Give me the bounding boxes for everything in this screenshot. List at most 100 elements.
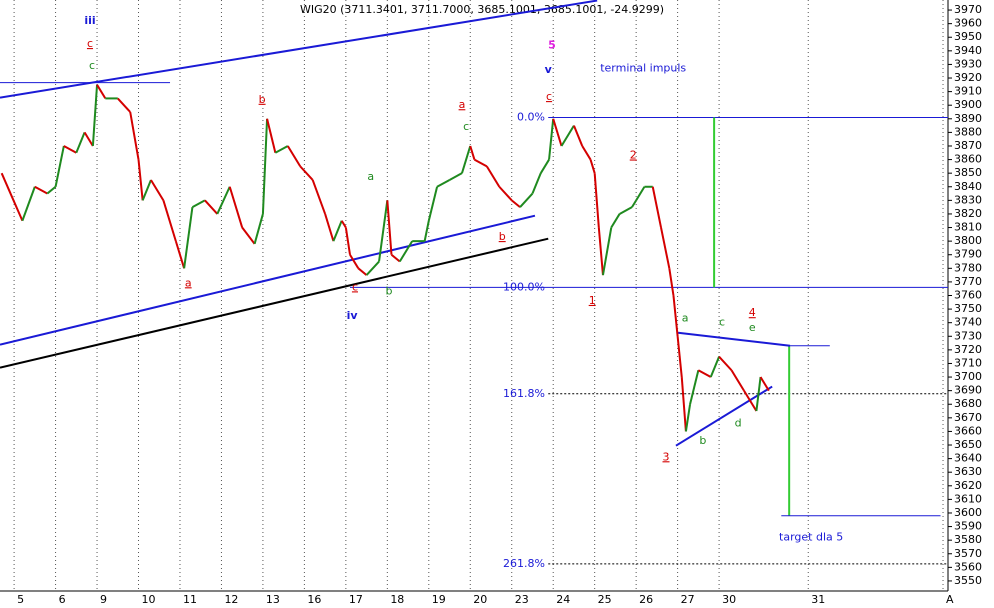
x-tick-label: 6 — [59, 593, 66, 606]
price-segment — [150, 179, 165, 201]
y-tick-label: 3750 — [954, 302, 982, 315]
price-segment — [75, 132, 86, 154]
annotation: a — [367, 170, 374, 183]
y-tick-label: 3910 — [954, 85, 982, 98]
y-tick-label: 3760 — [954, 289, 982, 302]
price-segment — [162, 200, 177, 242]
x-tick-label: 13 — [266, 593, 280, 606]
price-segment — [216, 186, 231, 215]
price-segment — [449, 172, 463, 181]
annotation: iv — [347, 309, 359, 322]
price-segment — [689, 370, 700, 405]
price-segment — [141, 179, 152, 201]
x-tick-label: 27 — [681, 593, 695, 606]
trend-line — [675, 385, 773, 447]
y-tick-label: 3950 — [954, 30, 982, 43]
y-tick-label: 3570 — [954, 547, 982, 560]
price-segment — [743, 390, 758, 412]
annotation: c — [463, 120, 469, 133]
price-segment — [54, 145, 65, 187]
price-segment — [332, 220, 343, 242]
y-tick-label: 3860 — [954, 153, 982, 166]
y-tick-label: 3930 — [954, 57, 982, 70]
price-segment — [531, 172, 542, 194]
y-tick-label: 3700 — [954, 370, 982, 383]
x-tick-label: 26 — [639, 593, 653, 606]
trend-line — [0, 0, 598, 99]
trend-line — [677, 331, 791, 347]
price-segment — [676, 336, 683, 378]
y-tick-label: 3890 — [954, 112, 982, 125]
price-segment — [357, 267, 368, 276]
trend-line — [0, 214, 536, 346]
chart-title: WIG20 (3711.3401, 3711.7000, 3685.1001, … — [300, 3, 664, 16]
y-tick-label: 3800 — [954, 234, 982, 247]
y-tick-label: 3790 — [954, 248, 982, 261]
x-tick-label: 9 — [100, 593, 107, 606]
y-tick-label: 3600 — [954, 506, 982, 519]
y-tick-label: 3880 — [954, 125, 982, 138]
y-tick-label: 3640 — [954, 452, 982, 465]
price-segment — [680, 376, 687, 432]
y-tick-label: 3830 — [954, 193, 982, 206]
x-tick-label: 17 — [349, 593, 363, 606]
y-tick-label: 3850 — [954, 166, 982, 179]
x-tick-label: 12 — [224, 593, 238, 606]
price-segment — [697, 369, 712, 378]
price-segment — [266, 118, 277, 154]
price-segment — [63, 145, 77, 154]
price-segment — [668, 268, 675, 296]
annotation: c — [89, 59, 95, 72]
y-tick-label: 3720 — [954, 343, 982, 356]
y-tick-label: 3780 — [954, 261, 982, 274]
annotation: 100.0% — [503, 280, 545, 293]
price-segment — [365, 260, 380, 276]
y-tick-label: 3620 — [954, 479, 982, 492]
y-tick-label: 3960 — [954, 17, 982, 30]
annotation: 0.0% — [517, 110, 545, 123]
x-tick-label: 23 — [515, 593, 529, 606]
y-tick-label: 3690 — [954, 384, 982, 397]
price-segment — [684, 404, 692, 432]
annotation: b — [699, 434, 706, 447]
annotation: b — [259, 93, 266, 106]
price-segment — [274, 145, 289, 154]
annotation: d — [735, 416, 742, 429]
price-segment — [436, 179, 451, 188]
annotation: 161.8% — [503, 387, 545, 400]
x-tick-label: 10 — [142, 593, 156, 606]
price-segment — [129, 111, 140, 160]
trend-line — [0, 237, 549, 369]
x-tick-label: 18 — [390, 593, 404, 606]
price-segment — [498, 186, 513, 202]
price-segment — [597, 227, 604, 276]
price-segment — [349, 254, 360, 269]
annotation: 4 — [749, 306, 756, 319]
y-tick-label: 3920 — [954, 71, 982, 84]
price-segment — [34, 185, 48, 195]
annotation: c — [546, 90, 552, 103]
y-tick-label: 3740 — [954, 316, 982, 329]
price-segment — [191, 199, 206, 209]
annotation: a — [459, 98, 466, 111]
y-tick-label: 3590 — [954, 520, 982, 533]
x-tick-label: 16 — [307, 593, 321, 606]
price-segment — [228, 186, 244, 228]
x-tick-label: 5 — [17, 593, 24, 606]
price-segment — [174, 240, 186, 269]
price-segment — [261, 118, 269, 214]
y-tick-label: 3730 — [954, 329, 982, 342]
y-tick-label: 3940 — [954, 44, 982, 57]
price-segment — [324, 213, 335, 242]
y-tick-label: 3770 — [954, 275, 982, 288]
annotation: 3 — [663, 450, 670, 463]
annotation: c — [719, 316, 725, 329]
y-tick-label: 3560 — [954, 560, 982, 573]
price-segment — [560, 125, 575, 147]
price-segment — [759, 376, 770, 392]
price-segment — [386, 200, 393, 255]
annotation: b — [499, 230, 506, 243]
price-segment — [21, 186, 36, 222]
